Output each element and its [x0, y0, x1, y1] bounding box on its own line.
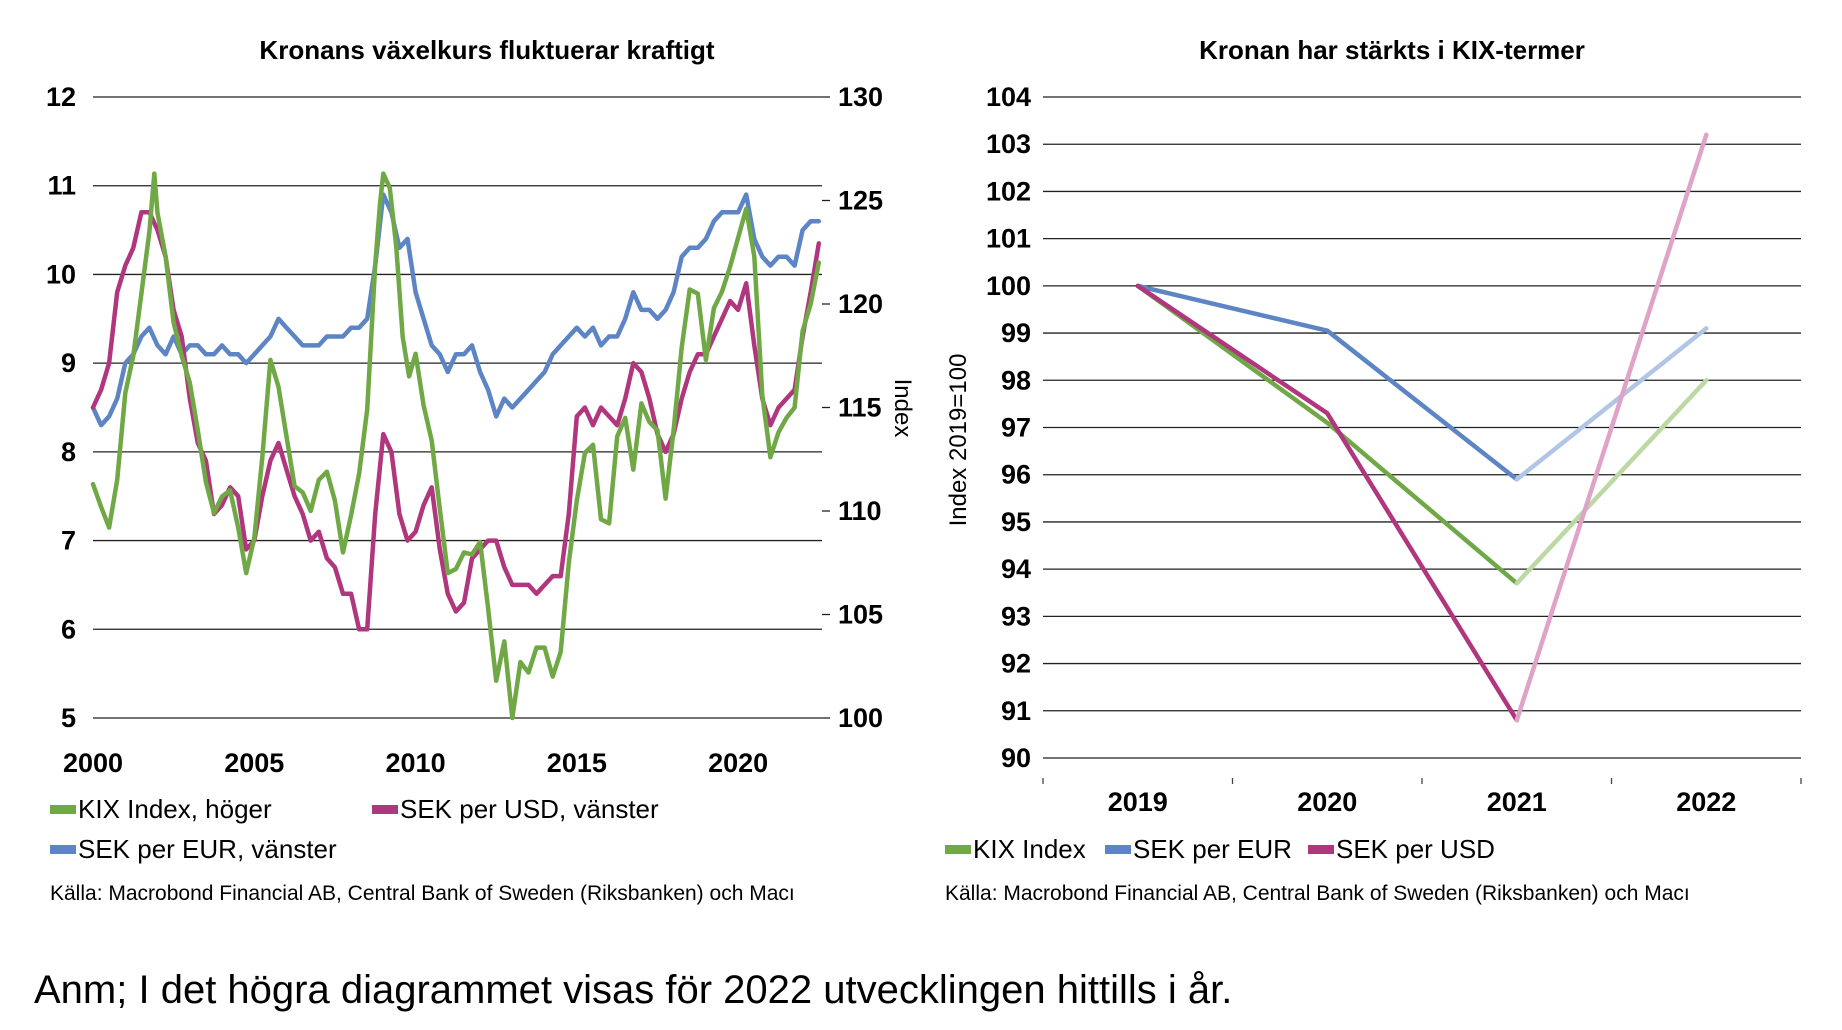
right-y-tick-label: 100: [986, 271, 1031, 301]
legend-label: KIX Index, höger: [78, 794, 272, 824]
right-x-tick-label: 2022: [1676, 787, 1736, 817]
right-tick-labels: 90 91 92 93 94 95 96 97 98 99 100 101 102 103 104 2019 2…: [986, 82, 1736, 817]
right-y-tick-label: 92: [1001, 649, 1031, 679]
right-legend: KIX Index SEK per EUR SEK per USD: [945, 834, 1495, 864]
left-grid: [93, 96, 830, 719]
right-series-line-2: [1135, 283, 1520, 723]
left-y2-tick-label: 115: [838, 393, 882, 423]
left-series-line-2: [90, 192, 822, 428]
left-y-tick-label: 7: [61, 526, 76, 556]
right-y-tick-label: 99: [1001, 318, 1031, 348]
right-series-forecast-0: [1514, 378, 1709, 586]
footnote: Anm; I det högra diagrammet visas för 20…: [34, 968, 1233, 1012]
legend-swatch: [372, 805, 398, 814]
right-y-tick-label: 91: [1001, 696, 1031, 726]
right-y-tick-label: 93: [1001, 601, 1031, 631]
left-source-text: Källa: Macrobond Financial AB, Central B…: [50, 882, 795, 905]
right-series-line-0: [1135, 283, 1520, 586]
right-x-tick-label: 2020: [1297, 787, 1357, 817]
legend-swatch: [945, 845, 971, 854]
legend-label: SEK per USD: [1336, 834, 1495, 864]
right-source-text: Källa: Macrobond Financial AB, Central B…: [945, 882, 1690, 905]
right-series-line-1: [1135, 283, 1520, 482]
left-y-tick-label: 6: [61, 614, 76, 644]
legend-label: SEK per USD, vänster: [400, 794, 659, 824]
right-series-lines: [1135, 132, 1709, 723]
right-series-forecast-1: [1514, 326, 1709, 482]
right-y-tick-label: 95: [1001, 507, 1031, 537]
right-y-tick-label: 96: [1001, 460, 1031, 490]
right-x-tick-label: 2021: [1487, 787, 1547, 817]
left-x-tick-label: 2010: [386, 748, 446, 778]
left-x-tick-label: 2020: [708, 748, 768, 778]
left-y2-tick-label: 100: [838, 703, 883, 733]
legend-swatch: [50, 805, 76, 814]
right-y-tick-label: 98: [1001, 365, 1031, 395]
left-chart-title: Kronans växelkurs fluktuerar kraftigt: [259, 35, 714, 65]
left-x-tick-label: 2005: [224, 748, 284, 778]
left-x-tick-label: 2015: [547, 748, 607, 778]
left-tick-labels: 5 6 7 8 9 10 11 12 100 105 110 115 120 125 130 2000 2005…: [46, 82, 883, 778]
left-y-tick-label: 11: [47, 171, 76, 201]
right-y-tick-label: 104: [986, 82, 1031, 112]
legend-swatch: [1105, 845, 1131, 854]
legend-swatch: [1308, 845, 1334, 854]
left-y2-tick-label: 105: [838, 600, 883, 630]
left-right-axis-title: Index: [889, 379, 916, 438]
left-y2-tick-label: 130: [838, 82, 883, 112]
left-y2-tick-label: 125: [838, 186, 883, 216]
right-chart-title: Kronan har stärkts i KIX-termer: [1199, 35, 1585, 65]
left-y-tick-label: 12: [46, 82, 76, 112]
right-y-tick-label: 102: [986, 176, 1031, 206]
right-y-tick-label: 97: [1001, 413, 1031, 443]
right-y-tick-label: 103: [986, 129, 1031, 159]
legend-label: SEK per EUR: [1133, 834, 1292, 864]
left-y2-tick-label: 120: [838, 289, 883, 319]
left-legend: KIX Index, höger SEK per USD, vänster SEK …: [50, 794, 659, 864]
right-y-tick-label: 90: [1001, 743, 1031, 773]
right-x-tick-label: 2019: [1108, 787, 1168, 817]
legend-label: SEK per EUR, vänster: [78, 834, 337, 864]
left-y-tick-label: 5: [61, 703, 76, 733]
left-x-tick-label: 2000: [63, 748, 123, 778]
left-y-tick-label: 8: [61, 437, 76, 467]
left-y2-tick-label: 110: [838, 496, 882, 526]
left-chart: Kronans växelkurs fluktuerar kraftigt 5 6…: [46, 35, 916, 905]
right-axis-title: Index 2019=100: [945, 354, 972, 527]
left-y-tick-label: 9: [61, 348, 76, 378]
left-series-line-0: [90, 171, 822, 721]
right-y-tick-label: 101: [986, 224, 1031, 254]
left-series-lines: [90, 171, 822, 721]
right-grid: [1042, 96, 1802, 784]
left-y-tick-label: 10: [46, 259, 76, 289]
right-chart: Kronan har stärkts i KIX-termer 90 91 92 93…: [945, 35, 1802, 905]
right-y-tick-label: 94: [1001, 554, 1031, 584]
legend-swatch: [50, 845, 76, 854]
right-series-forecast-2: [1514, 132, 1709, 723]
legend-label: KIX Index: [973, 834, 1086, 864]
